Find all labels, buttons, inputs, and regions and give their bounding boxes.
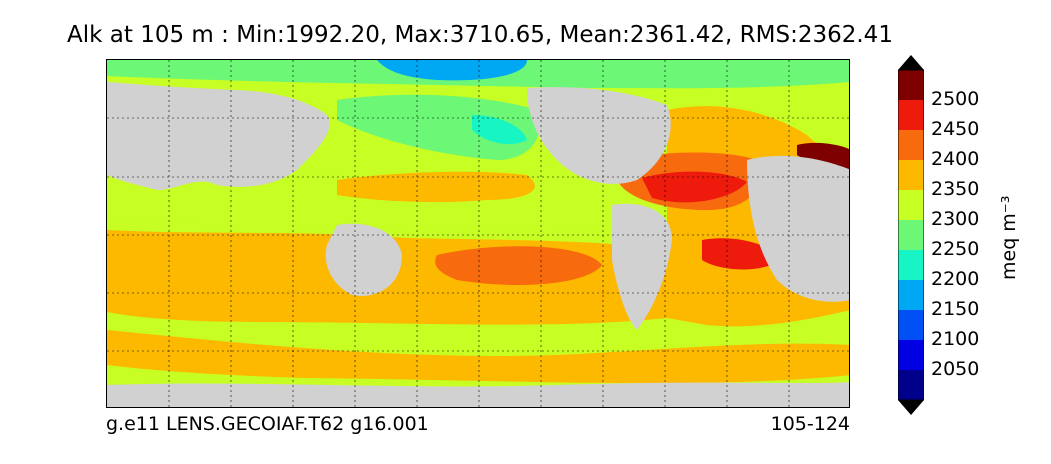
- colorbar: [898, 55, 924, 415]
- antarctica-landmass: [107, 382, 849, 407]
- colorbar-swatch: [898, 340, 924, 370]
- south-america-landmass: [612, 203, 672, 330]
- colorbar-tick-label: 2050: [931, 358, 980, 380]
- colorbar-swatch: [898, 100, 924, 130]
- southern-subtropical-band: [107, 330, 849, 384]
- australia-landmass: [325, 223, 402, 296]
- arctic-low: [377, 60, 527, 81]
- colorbar-swatch: [898, 370, 924, 400]
- colorbar-swatch: [898, 70, 924, 100]
- colorbar-tick-label: 2200: [931, 268, 980, 290]
- plot-title: Alk at 105 m : Min:1992.20, Max:3710.65,…: [67, 22, 893, 48]
- footer-run-id: g.e11 LENS.GECOIAF.T62 g16.001: [106, 413, 429, 435]
- colorbar-units: meq m⁻³: [998, 195, 1020, 280]
- colorbar-tick-label: 2450: [931, 118, 980, 140]
- colorbar-tick-label: 2500: [931, 88, 980, 110]
- africa-landmass: [747, 155, 849, 302]
- colorbar-tick-label: 2300: [931, 208, 980, 230]
- north-atlantic-max: [642, 171, 747, 203]
- colorbar-max-arrow: [898, 55, 924, 70]
- colorbar-swatch: [898, 190, 924, 220]
- bering-patch: [472, 115, 527, 145]
- north-america-landmass: [527, 87, 671, 184]
- map-canvas: [107, 60, 849, 407]
- colorbar-tick-label: 2150: [931, 298, 980, 320]
- colorbar-swatch: [898, 130, 924, 160]
- graticule: [107, 60, 849, 407]
- colorbar-tick-label: 2350: [931, 178, 980, 200]
- colorbar-swatch: [898, 250, 924, 280]
- north-pacific-gyre: [337, 171, 535, 203]
- colorbar-swatch: [898, 220, 924, 250]
- colorbar-swatch: [898, 310, 924, 340]
- colorbar-tick-label: 2100: [931, 328, 980, 350]
- south-pacific-max: [435, 246, 602, 285]
- colorbar-min-arrow: [898, 400, 924, 415]
- colorbar-swatch: [898, 160, 924, 190]
- colorbar-tick-label: 2250: [931, 238, 980, 260]
- north-pacific-low: [337, 94, 540, 160]
- colorbar-swatch: [898, 280, 924, 310]
- mediterranean-max: [797, 142, 849, 170]
- ocean-map: [106, 59, 850, 408]
- asia-landmass: [107, 82, 330, 190]
- colorbar-tick-label: 2400: [931, 148, 980, 170]
- footer-depth-range: 105-124: [770, 413, 850, 435]
